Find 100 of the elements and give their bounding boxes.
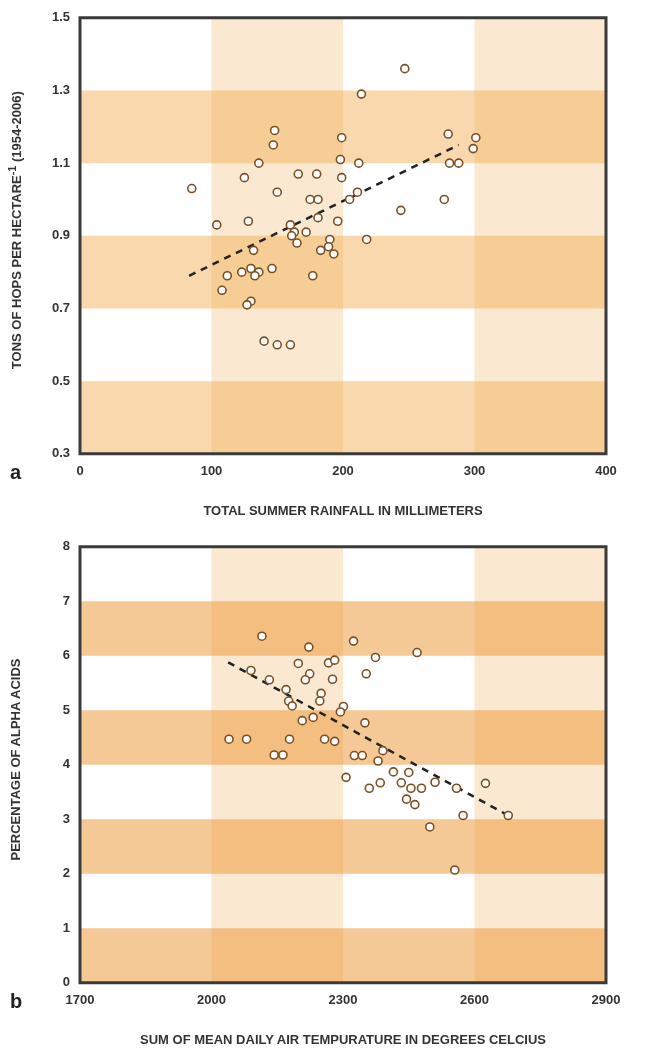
- text: b: [10, 989, 23, 1012]
- x-tick-label: 200: [332, 463, 354, 479]
- point: [311, 169, 322, 179]
- point: [471, 132, 481, 143]
- point: [356, 89, 367, 99]
- point: [272, 340, 283, 350]
- point: [264, 674, 275, 685]
- x-axis-title: TOTAL SUMMER RAINFALL IN MILLIMETERS: [203, 502, 483, 518]
- point: [211, 220, 222, 230]
- point: [327, 674, 338, 685]
- point: [412, 647, 422, 658]
- point: [284, 734, 295, 744]
- point: [373, 756, 383, 766]
- point: [224, 734, 234, 744]
- point: [239, 172, 250, 183]
- x-tick-label: 0: [76, 463, 84, 479]
- y-tick-label: 1.1: [51, 154, 70, 170]
- y-tick-label: 2: [62, 865, 70, 881]
- point: [281, 684, 291, 695]
- point: [357, 750, 368, 761]
- point: [287, 701, 297, 711]
- point: [341, 772, 351, 783]
- point: [217, 285, 227, 296]
- point: [319, 734, 330, 744]
- point: [243, 216, 254, 227]
- point: [259, 336, 269, 346]
- point: [305, 194, 315, 205]
- point: [269, 125, 280, 136]
- point: [336, 172, 347, 183]
- point: [293, 658, 304, 669]
- y-tick-label: 6: [62, 647, 70, 663]
- point: [375, 777, 386, 788]
- point: [323, 241, 334, 252]
- point: [293, 169, 304, 179]
- point: [292, 238, 302, 248]
- point: [304, 642, 314, 652]
- point: [344, 194, 355, 205]
- point: [246, 263, 256, 274]
- point: [248, 245, 259, 256]
- point: [416, 783, 427, 794]
- x-tick-label: 2000: [197, 992, 226, 1008]
- x-axis-title: SUM OF MEAN DAILY AIR TEMPURATURE IN DEGREES CELCIUS: [140, 1031, 547, 1047]
- point: [267, 263, 277, 274]
- point: [315, 245, 326, 256]
- point: [246, 665, 256, 676]
- point: [360, 718, 370, 728]
- point: [396, 205, 406, 216]
- point: [361, 668, 372, 679]
- point: [335, 707, 346, 717]
- point: [278, 750, 288, 760]
- point: [370, 652, 381, 663]
- point: [257, 631, 267, 641]
- text: a: [10, 460, 22, 483]
- point: [400, 63, 410, 74]
- point: [401, 794, 412, 804]
- y-tick-label: 0.7: [51, 300, 70, 316]
- y-tick-label: 0.9: [51, 227, 70, 243]
- point: [268, 140, 279, 150]
- point: [313, 194, 323, 205]
- point: [269, 750, 279, 760]
- point: [336, 132, 347, 143]
- point: [348, 636, 359, 646]
- point: [406, 783, 416, 794]
- point: [444, 158, 455, 168]
- point: [388, 767, 399, 777]
- point: [468, 143, 478, 154]
- point: [480, 778, 491, 789]
- point: [449, 865, 460, 875]
- point: [313, 212, 323, 223]
- point: [335, 154, 346, 165]
- point: [272, 187, 283, 197]
- point: [241, 734, 252, 744]
- point: [424, 822, 435, 832]
- y-tick-label: 3: [62, 810, 70, 826]
- point: [308, 712, 318, 723]
- point: [286, 231, 297, 241]
- point: [307, 270, 318, 281]
- x-tick-label: 400: [595, 463, 617, 479]
- x-tick-label: 1700: [65, 992, 95, 1008]
- point: [458, 810, 468, 821]
- y-tick-label: 1.5: [51, 9, 70, 25]
- x-tick-label: 2900: [591, 992, 621, 1008]
- y-tick-label: 5: [62, 701, 70, 717]
- point: [403, 767, 414, 778]
- point: [443, 129, 453, 139]
- point: [186, 183, 197, 194]
- point: [364, 783, 375, 794]
- y-tick-label: 0.5: [51, 372, 70, 388]
- point: [430, 777, 440, 788]
- x-tick-label: 2300: [328, 992, 358, 1008]
- point: [503, 810, 514, 821]
- point: [329, 655, 340, 665]
- point: [329, 736, 340, 747]
- point: [451, 783, 462, 794]
- point: [329, 249, 339, 259]
- point: [316, 688, 326, 699]
- point: [242, 300, 252, 310]
- point: [314, 696, 325, 706]
- y-axis-title: PERCENTAGE OF ALPHA ACIDS: [7, 658, 23, 860]
- point: [332, 216, 343, 227]
